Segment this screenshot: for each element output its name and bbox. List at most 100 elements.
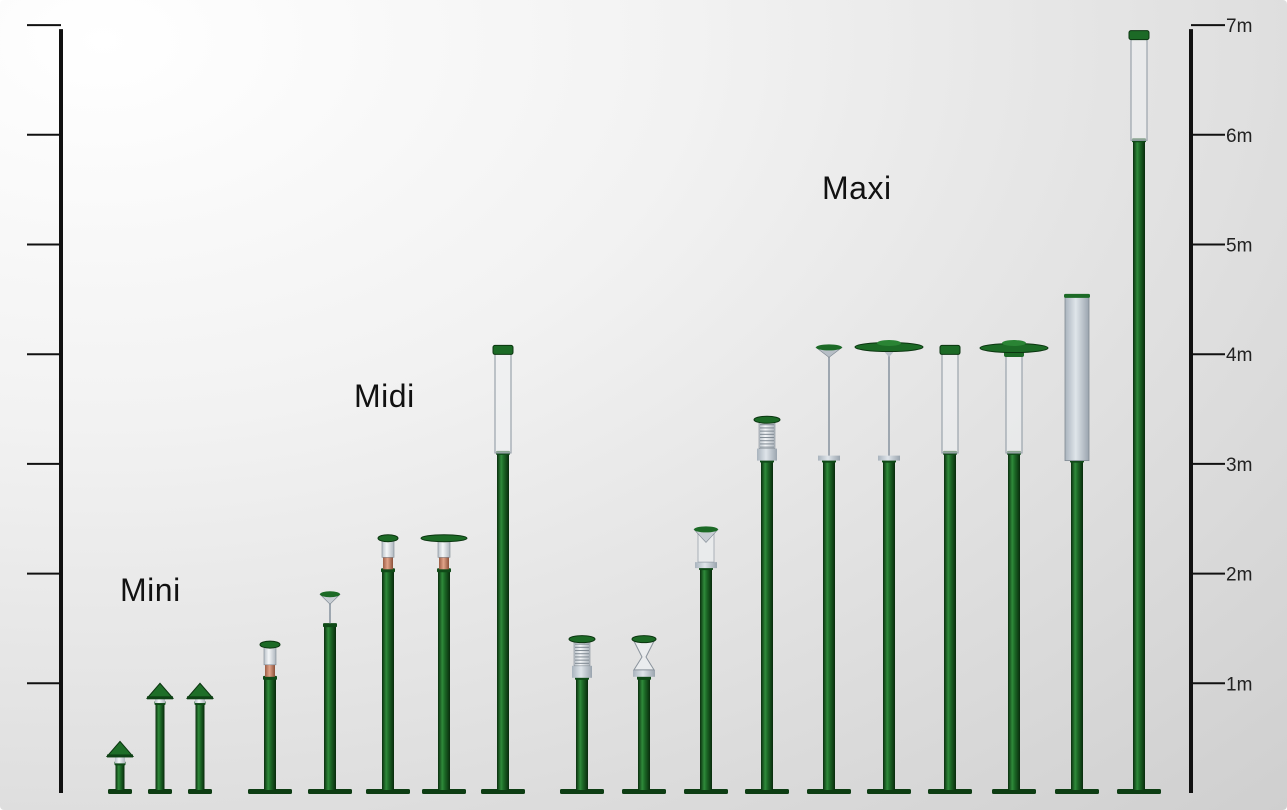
lamp-midi [248,640,292,794]
lamp-midi [420,534,468,794]
scale-tick-label: 1m [1226,674,1252,695]
lamp-pole [823,460,835,790]
lamp-pole [438,570,450,790]
lamp-base-plate [366,789,410,794]
lamp-cap [631,635,657,644]
lamp-pole [155,703,165,790]
group-label-midi: Midi [354,378,415,414]
scale-tick-label: 5m [1226,236,1252,257]
lamp-maxi [745,415,789,794]
lamp-lower-diffuser [572,665,592,678]
lamp-copper-band [383,557,393,570]
lamp-pole [1071,460,1083,790]
lamp-maxi [979,340,1049,794]
lamp-midi [308,591,352,794]
lamp-glass-tube [941,352,959,454]
lamp-base-plate [148,789,172,794]
lamp-cap [320,591,340,598]
lamp-hourglass-glass [633,640,655,671]
lamp-cap-rim [187,696,213,700]
lamp-pole [761,460,773,790]
lamp-pole [944,452,956,790]
lamp-copper-band [439,557,449,570]
lamp-pole [576,677,588,790]
lamp-diffuser [115,754,125,764]
lamp-base-plate [1055,789,1099,794]
lamp-maxi [1117,30,1161,794]
lamp-mini [185,682,215,794]
lamp-coil-body [758,421,776,449]
lamp-base-plate [622,789,666,794]
lamp-maxi [684,526,728,794]
lamp-base-plate [867,789,911,794]
lamp-midi [366,534,410,794]
lamp-base-plate [684,789,728,794]
lamp-maxi [928,344,972,794]
lamp-cap [420,534,468,543]
lamp-midi [481,344,525,794]
lamp-cap-rim [147,696,173,700]
lamp-lineup [105,30,1161,794]
lamp-cap [105,740,135,757]
lamp-diffuser [155,696,165,704]
lamp-maxi [854,340,924,794]
lamp-diffuser [263,647,277,666]
lamp-pole [115,763,125,790]
scale-tick-label: 4m [1226,345,1252,366]
lamp-pole [195,703,205,790]
lamp-base-plate [108,789,132,794]
lamp-maxi [1055,293,1099,794]
lamp-mini [145,682,175,794]
lamp-base-plate [248,789,292,794]
lamp-maxi [560,635,604,794]
lamp-base-plate [745,789,789,794]
lamp-diffuser [195,696,205,704]
lamp-mini [105,740,135,794]
lamp-pole-collar [323,623,337,628]
lamp-diffuser [437,540,451,558]
lamp-maxi [807,344,851,794]
lamp-base-plate [308,789,352,794]
lamp-lower-diffuser [878,455,900,461]
group-label-mini: Mini [120,572,181,608]
lamp-cap [1128,30,1150,41]
lamp-lower-diffuser [757,448,777,461]
lamp-lower-diffuser [695,562,717,569]
lamp-base-plate [992,789,1036,794]
scale-tick-label: 6m [1226,126,1252,147]
lamp-cap [185,682,215,699]
lamp-base-plate [188,789,212,794]
lamp-glass-tube [1130,37,1148,141]
lamp-pole [638,677,650,790]
lamp-cap [694,526,718,533]
lamp-lower-diffuser [633,669,655,677]
lamp-pole [1133,140,1145,790]
lamp-cap-top [877,340,901,347]
lamp-base-plate [422,789,466,794]
lamp-cap-top [1002,340,1026,347]
lamp-opal-tube [1064,296,1090,462]
lamp-copper-band [265,664,275,677]
lamp-glass-tube [1005,352,1023,454]
lamp-cap [1064,293,1090,298]
group-label-maxi: Maxi [822,170,892,206]
lamp-diffuser [381,540,395,558]
lamp-pole [883,460,895,790]
lamp-base-plate [481,789,525,794]
lamp-pole [1008,452,1020,790]
lamp-base-plate [807,789,851,794]
lamp-pole [264,677,276,790]
scale-axes: 1m 2m 3m 4m 5m 6m 7m [27,16,1252,793]
lamp-cap [492,344,514,355]
lamp-cap-rim [107,754,133,758]
scale-tick-label: 2m [1226,565,1252,586]
lamp-pole [497,452,509,790]
lamp-lower-diffuser [818,455,840,461]
lamp-cap [568,635,596,644]
lamp-glass-tube [494,352,512,454]
lamp-pole [700,568,712,790]
lamp-base-plate [928,789,972,794]
scale-tick-label: 3m [1226,455,1252,476]
lamp-pole [324,625,336,790]
